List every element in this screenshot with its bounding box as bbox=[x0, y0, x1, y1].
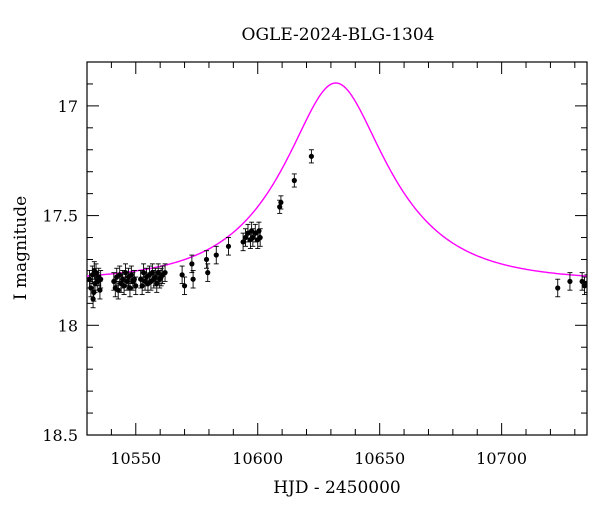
axis-ticks bbox=[86, 61, 587, 436]
data-point bbox=[240, 232, 246, 252]
data-point bbox=[90, 289, 96, 309]
data-point bbox=[181, 276, 188, 296]
data-point bbox=[189, 254, 195, 274]
data-point bbox=[213, 245, 219, 265]
data-marker bbox=[579, 278, 585, 285]
data-marker bbox=[179, 272, 185, 278]
data-point bbox=[250, 228, 256, 247]
data-marker bbox=[567, 278, 573, 285]
data-marker bbox=[139, 283, 145, 289]
data-points bbox=[87, 149, 587, 309]
data-point bbox=[205, 263, 211, 282]
model-fit-curve bbox=[87, 82, 587, 277]
data-point bbox=[579, 272, 585, 291]
data-point bbox=[225, 237, 232, 256]
y-tick-label: 18 bbox=[58, 316, 78, 335]
data-marker bbox=[121, 283, 127, 289]
x-tick-label: 10600 bbox=[232, 449, 283, 468]
data-point bbox=[308, 149, 314, 164]
data-point bbox=[162, 263, 168, 282]
data-marker bbox=[203, 256, 210, 263]
data-marker bbox=[257, 234, 263, 241]
data-marker bbox=[213, 252, 219, 258]
data-point bbox=[154, 274, 160, 293]
data-marker bbox=[190, 276, 196, 282]
data-marker bbox=[308, 153, 314, 159]
y-tick-label: 17.5 bbox=[42, 207, 78, 226]
data-marker bbox=[278, 199, 284, 206]
y-tick-label: 17 bbox=[58, 97, 78, 116]
data-point bbox=[555, 278, 561, 298]
data-point bbox=[91, 261, 97, 280]
data-marker bbox=[97, 287, 103, 293]
data-point bbox=[127, 278, 133, 298]
data-point bbox=[584, 274, 587, 293]
data-point bbox=[278, 195, 284, 210]
data-point bbox=[257, 228, 263, 247]
data-marker bbox=[88, 285, 94, 291]
data-marker bbox=[250, 234, 256, 241]
data-point bbox=[97, 280, 103, 300]
data-marker bbox=[162, 270, 168, 276]
data-marker bbox=[133, 283, 139, 289]
data-marker bbox=[91, 267, 97, 274]
data-point bbox=[133, 276, 139, 296]
data-point bbox=[203, 250, 210, 269]
data-marker bbox=[225, 243, 232, 249]
data-marker bbox=[127, 285, 133, 291]
data-marker bbox=[291, 177, 297, 184]
x-tick-label: 10700 bbox=[476, 449, 527, 468]
y-tick-label: 18.5 bbox=[42, 426, 78, 445]
data-marker bbox=[189, 261, 195, 267]
data-marker bbox=[555, 285, 561, 291]
plot-frame bbox=[86, 61, 588, 436]
data-point bbox=[190, 269, 196, 289]
data-marker bbox=[115, 287, 121, 293]
data-marker bbox=[154, 281, 160, 287]
chart-title: OGLE-2024-BLG-1304 bbox=[242, 25, 435, 45]
data-marker bbox=[205, 270, 211, 276]
data-marker bbox=[98, 276, 104, 282]
data-marker bbox=[240, 239, 246, 245]
x-tick-label: 10550 bbox=[110, 449, 161, 468]
data-point bbox=[567, 272, 573, 291]
data-point bbox=[179, 265, 185, 285]
data-point bbox=[98, 269, 104, 289]
data-marker bbox=[584, 281, 587, 287]
data-marker bbox=[90, 296, 96, 302]
x-tick-label: 10650 bbox=[354, 449, 405, 468]
data-marker bbox=[242, 234, 249, 241]
y-axis-label: I magnitude bbox=[11, 196, 31, 300]
x-axis-label: HJD - 2450000 bbox=[273, 478, 401, 498]
axis-tick-labels: 10550 10600 10650 10700 17 17.5 18 18.5 bbox=[42, 97, 527, 468]
data-marker bbox=[181, 283, 188, 289]
data-point bbox=[291, 173, 297, 188]
data-point bbox=[242, 228, 249, 247]
